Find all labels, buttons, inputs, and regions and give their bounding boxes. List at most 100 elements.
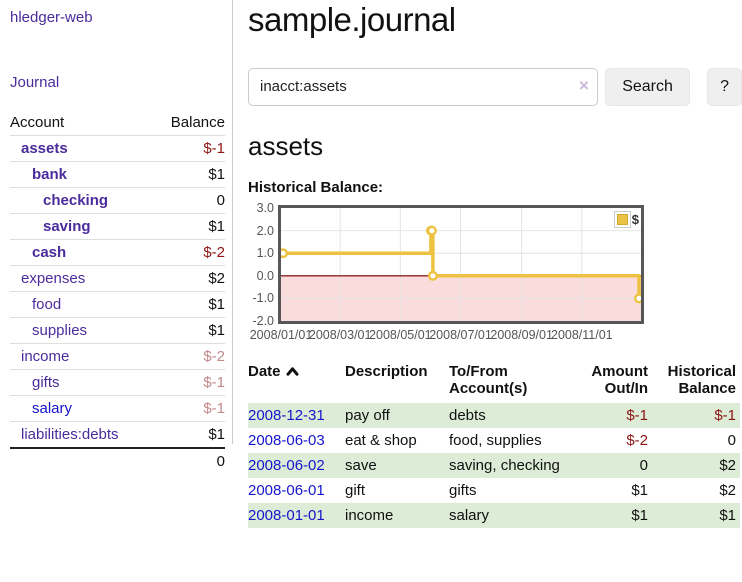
- account-balance: $1: [208, 296, 225, 313]
- transaction-date-link[interactable]: 2008-06-01: [248, 481, 325, 499]
- transaction-accounts: saving, checking: [449, 452, 580, 478]
- account-row: cash $-2: [10, 239, 225, 266]
- account-link[interactable]: cash: [32, 244, 67, 261]
- chart-canvas: [281, 207, 641, 321]
- account-row: liabilities:debts $1: [10, 421, 225, 449]
- transaction-balance: $2: [652, 452, 740, 478]
- register-row: 2008-12-31 pay off debts $-1 $-1: [248, 402, 740, 428]
- balance-column-header: Balance: [170, 114, 225, 131]
- account-link[interactable]: supplies: [32, 322, 88, 339]
- transaction-date-link[interactable]: 2008-06-02: [248, 456, 325, 474]
- register-row: 2008-01-01 income salary $1 $1: [248, 502, 740, 528]
- balance-chart: 3.0 2.0 1.0 0.0 -1.0 -2.0 $ 2008/01/01 2008/03…: [248, 201, 742, 344]
- accounts-column-header: To/From Account(s): [449, 362, 528, 397]
- y-tick-label: -2.0: [252, 313, 274, 328]
- data-point-marker: [281, 248, 288, 259]
- chart-x-axis-labels: 2008/01/01 2008/03/01 2008/05/01 2008/07/01…: [250, 326, 644, 344]
- transaction-amount: $-2: [626, 431, 648, 449]
- account-total-balance: 0: [216, 453, 225, 470]
- account-row: checking 0: [10, 187, 225, 214]
- data-point-marker: [427, 270, 438, 281]
- transaction-amount: $1: [631, 481, 648, 499]
- account-link[interactable]: food: [32, 296, 62, 313]
- sidebar-item-journal[interactable]: Journal: [10, 74, 60, 91]
- register-table: Date Description To/From Account(s) Amou…: [248, 361, 740, 528]
- account-balance: $-1: [203, 400, 225, 417]
- account-balance: $1: [208, 166, 225, 183]
- account-table-body: assets $-1 bank $1 checking 0 saving $1 cash $-2 e…: [10, 135, 225, 475]
- y-tick-label: 1.0: [256, 246, 274, 261]
- transaction-balance: $2: [719, 481, 736, 499]
- account-row: assets $-1: [10, 135, 225, 162]
- search-button[interactable]: Search: [604, 67, 691, 106]
- page-title: sample.journal: [248, 1, 456, 38]
- legend-color-swatch: [616, 213, 628, 225]
- date-column-header[interactable]: Date: [248, 361, 345, 403]
- amount-column-header: Amount Out/In: [591, 362, 648, 397]
- x-tick-label: 2008/01/01: [249, 327, 313, 342]
- data-point-marker: [426, 225, 437, 236]
- account-row: saving $1: [10, 213, 225, 240]
- account-row: expenses $2: [10, 265, 225, 292]
- transaction-balance: 0: [727, 431, 736, 449]
- transaction-date-link[interactable]: 2008-12-31: [248, 406, 325, 424]
- account-link[interactable]: checking: [43, 192, 109, 209]
- account-row: income $-2: [10, 343, 225, 370]
- transaction-balance: $1: [652, 502, 740, 528]
- register-row: 2008-06-01 gift gifts $1 $2: [248, 478, 740, 503]
- transaction-accounts: debts: [449, 402, 580, 428]
- account-link[interactable]: gifts: [32, 374, 60, 391]
- account-tree-table: Account Balance assets $-1 bank $1 checking 0…: [10, 110, 225, 474]
- x-tick-label: 2008/11/01: [550, 327, 613, 342]
- account-link[interactable]: assets: [21, 140, 68, 157]
- help-button[interactable]: ?: [707, 67, 742, 106]
- sort-ascending-icon: [286, 367, 299, 376]
- account-row: food $1: [10, 291, 225, 318]
- account-link[interactable]: salary: [32, 400, 73, 417]
- transaction-date-link[interactable]: 2008-01-01: [248, 506, 325, 524]
- account-balance: $-2: [203, 348, 225, 365]
- account-link[interactable]: saving: [43, 218, 91, 235]
- search-input[interactable]: [248, 67, 598, 106]
- account-balance: $1: [208, 426, 225, 443]
- transaction-date-link[interactable]: 2008-06-03: [248, 431, 325, 449]
- chart-title: Historical Balance:: [248, 178, 384, 196]
- register-header-row: Date Description To/From Account(s) Amou…: [248, 361, 740, 403]
- account-table-header: Account Balance: [10, 110, 225, 136]
- clear-search-icon[interactable]: ×: [579, 75, 589, 95]
- account-balance: $1: [208, 218, 225, 235]
- balance-column-header-register: Historical Balance: [667, 362, 736, 397]
- x-tick-label: 2008/09/01: [490, 327, 553, 342]
- account-row: bank $1: [10, 161, 225, 188]
- description-column-header: Description: [345, 362, 428, 380]
- account-row: salary $-1: [10, 395, 225, 422]
- account-link[interactable]: liabilities:debts: [21, 426, 119, 443]
- account-column-header: Account: [10, 114, 65, 131]
- account-row: supplies $1: [10, 317, 225, 344]
- x-tick-label: 2008/07/01: [429, 327, 492, 342]
- transaction-amount: 0: [580, 452, 652, 478]
- register-table-body: 2008-12-31 pay off debts $-1 $-1 2008-06-03 ea…: [248, 402, 740, 528]
- y-tick-label: 3.0: [256, 200, 274, 215]
- transaction-description: pay off: [345, 402, 449, 428]
- transaction-amount: $-1: [580, 402, 652, 428]
- brand-link[interactable]: hledger-web: [10, 9, 93, 26]
- chart-plot-area: $: [278, 204, 644, 324]
- account-balance: $2: [208, 270, 225, 287]
- account-link[interactable]: expenses: [21, 270, 86, 287]
- account-balance: $1: [208, 322, 225, 339]
- account-link[interactable]: bank: [32, 166, 68, 183]
- transaction-accounts: food, supplies: [449, 431, 542, 449]
- chart-y-axis-labels: 3.0 2.0 1.0 0.0 -1.0 -2.0: [248, 201, 274, 328]
- transaction-balance: $-1: [652, 402, 740, 428]
- register-row: 2008-06-03 eat & shop food, supplies $-2 0: [248, 428, 740, 453]
- x-tick-label: 2008/03/01: [308, 327, 372, 342]
- account-page-title: assets: [248, 130, 324, 161]
- account-row: gifts $-1: [10, 369, 225, 396]
- search-bar: × Search ?: [248, 67, 742, 106]
- account-link[interactable]: income: [21, 348, 70, 365]
- data-point-marker: [634, 293, 641, 304]
- account-balance: $-2: [203, 244, 225, 261]
- transaction-accounts: salary: [449, 502, 580, 528]
- transaction-accounts: gifts: [449, 481, 477, 499]
